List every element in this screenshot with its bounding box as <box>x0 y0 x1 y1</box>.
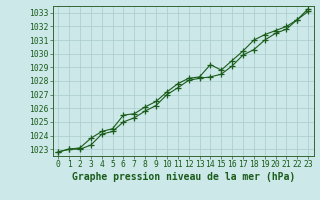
X-axis label: Graphe pression niveau de la mer (hPa): Graphe pression niveau de la mer (hPa) <box>72 172 295 182</box>
